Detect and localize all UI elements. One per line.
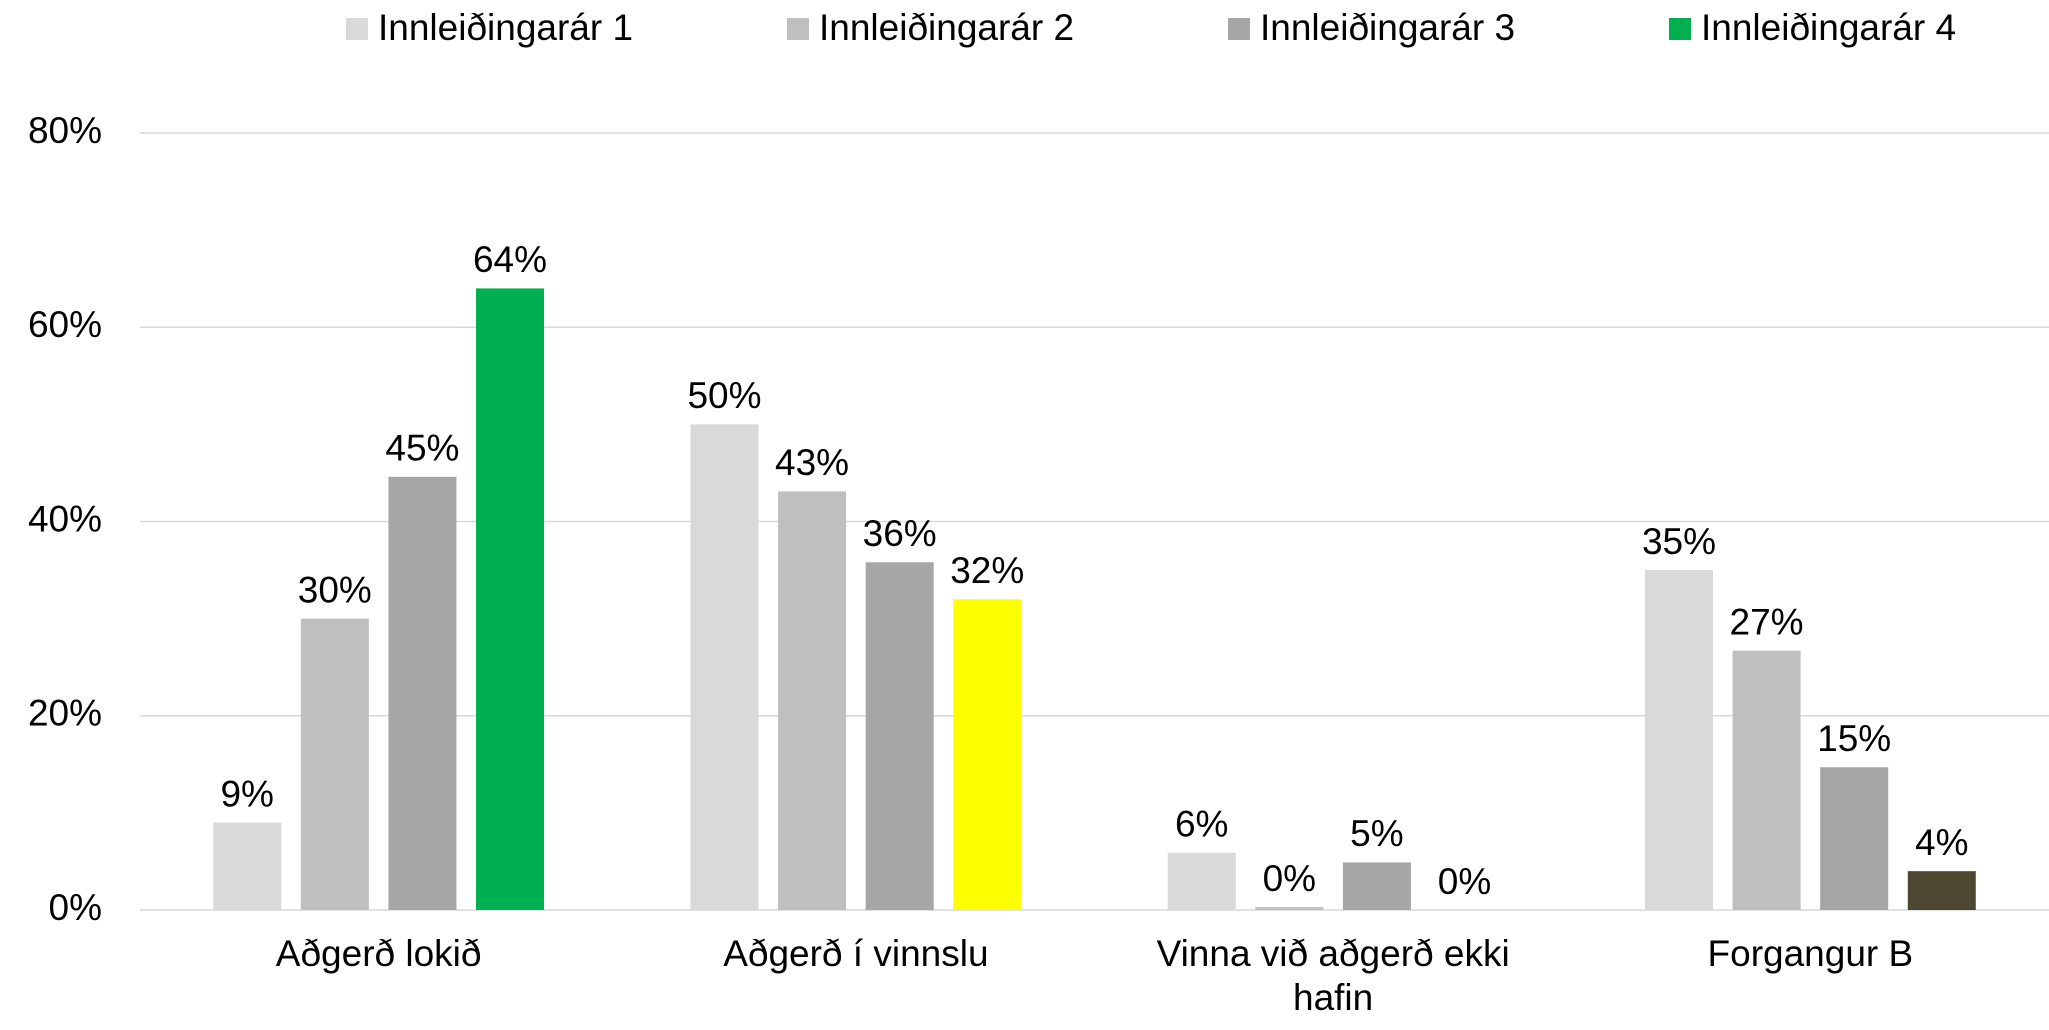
x-tick-label: Aðgerð lokið <box>275 933 482 974</box>
data-label: 64% <box>473 239 547 280</box>
data-label: 36% <box>863 513 937 554</box>
legend-swatch <box>346 18 368 40</box>
legend-label: Innleiðingarár 3 <box>1260 7 1515 48</box>
bar <box>778 491 847 910</box>
data-label: 6% <box>1175 803 1228 844</box>
y-tick-label: 60% <box>28 304 102 345</box>
x-tick-label: Forgangur B <box>1707 933 1914 974</box>
bar <box>865 562 934 910</box>
data-label: 32% <box>950 550 1024 591</box>
legend-swatch <box>1669 18 1691 40</box>
bar <box>1820 767 1889 910</box>
x-tick-label: Aðgerð í vinnslu <box>723 933 989 974</box>
bar <box>1907 871 1976 910</box>
legend-swatch <box>1228 18 1250 40</box>
data-label: 30% <box>298 569 372 610</box>
y-tick-label: 0% <box>49 887 102 928</box>
data-label: 9% <box>220 773 273 814</box>
y-tick-label: 20% <box>28 693 102 734</box>
data-label: 0% <box>1263 858 1316 899</box>
bar <box>953 599 1022 910</box>
bar <box>300 618 369 910</box>
data-label: 43% <box>775 442 849 483</box>
data-label: 50% <box>687 375 761 416</box>
data-label: 0% <box>1438 861 1491 902</box>
bar <box>1732 650 1801 910</box>
bar <box>1255 907 1324 910</box>
bar <box>476 288 545 910</box>
data-label: 35% <box>1642 521 1716 562</box>
legend-swatch <box>787 18 809 40</box>
bar <box>690 424 759 910</box>
legend-label: Innleiðingarár 2 <box>819 7 1074 48</box>
data-label: 45% <box>385 428 459 469</box>
y-tick-label: 40% <box>28 498 102 539</box>
data-label: 4% <box>1915 822 1968 863</box>
data-label: 5% <box>1350 813 1403 854</box>
data-label: 15% <box>1817 718 1891 759</box>
bar <box>213 822 282 910</box>
bar <box>1167 852 1236 910</box>
x-tick-label: Vinna við aðgerð ekki hafin <box>1156 933 1510 1018</box>
y-tick-label: 80% <box>28 110 102 151</box>
data-label: 27% <box>1730 601 1804 642</box>
bar <box>388 476 457 910</box>
bar <box>1342 862 1411 910</box>
bar <box>1644 570 1713 910</box>
legend-label: Innleiðingarár 4 <box>1701 7 1956 48</box>
legend-label: Innleiðingarár 1 <box>378 7 633 48</box>
